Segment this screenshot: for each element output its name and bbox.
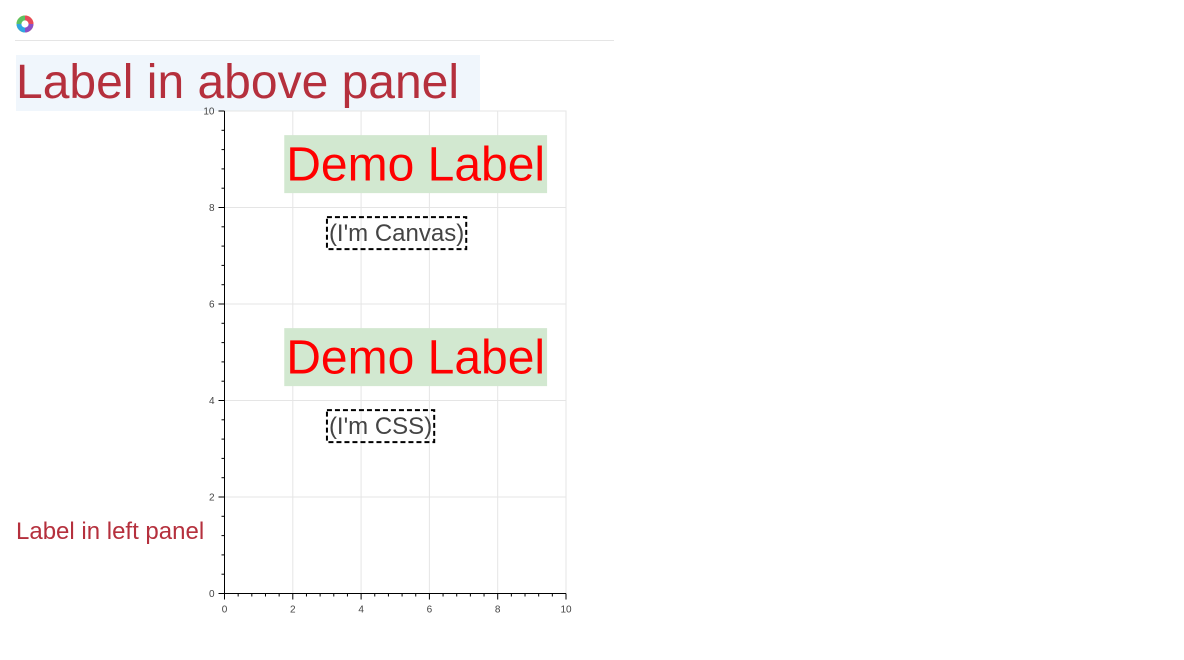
above-panel-label: Label in above panel [16,55,480,111]
demo-canvas-box [284,135,548,194]
axes: 0 2 4 6 8 10 0 2 4 6 8 10 [203,107,572,616]
demo-canvas-label: Demo Label [284,135,548,194]
y-tick-label: 6 [209,300,215,311]
demo-css-box [284,328,548,387]
bokeh-logo-icon[interactable] [15,14,35,34]
demo-canvas-text: Demo Label [286,138,545,191]
y-tick-label: 10 [203,107,215,118]
y-tick-label: 0 [209,589,215,600]
note-canvas-label: (I'm Canvas) [325,216,468,251]
note-canvas-box [325,216,468,251]
note-css-label: (I'm CSS) [325,409,436,444]
demo-css-text: Demo Label [286,331,545,384]
x-tick-label: 2 [290,605,296,616]
demo-css-label: Demo Label [284,328,548,387]
toolbar [15,12,614,41]
x-tick-label: 10 [560,605,572,616]
x-tick-label: 6 [427,605,433,616]
x-tick-label: 0 [222,605,228,616]
x-tick-label: 4 [358,605,364,616]
plot-labels: Demo Label (I'm Canvas) Demo Label (I'm CSS… [284,135,548,444]
left-panel-label: Label in left panel [16,518,205,545]
note-css-text: (I'm CSS) [329,413,432,440]
x-tick-label: 8 [495,605,501,616]
note-css-box [325,409,436,444]
y-tick-label: 4 [209,396,215,407]
note-canvas-text: (I'm Canvas) [329,220,464,247]
y-tick-label: 8 [209,203,215,214]
y-tick-label: 2 [209,493,215,504]
